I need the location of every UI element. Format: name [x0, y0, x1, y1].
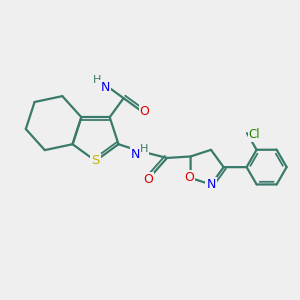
Text: Cl: Cl	[248, 128, 260, 141]
Text: H: H	[93, 75, 101, 85]
Text: H: H	[140, 144, 148, 154]
Text: N: N	[131, 148, 140, 161]
Text: O: O	[184, 171, 194, 184]
Text: N: N	[206, 178, 216, 191]
Text: S: S	[91, 154, 100, 167]
Text: O: O	[140, 105, 149, 118]
Text: O: O	[143, 173, 153, 186]
Text: N: N	[100, 80, 110, 94]
